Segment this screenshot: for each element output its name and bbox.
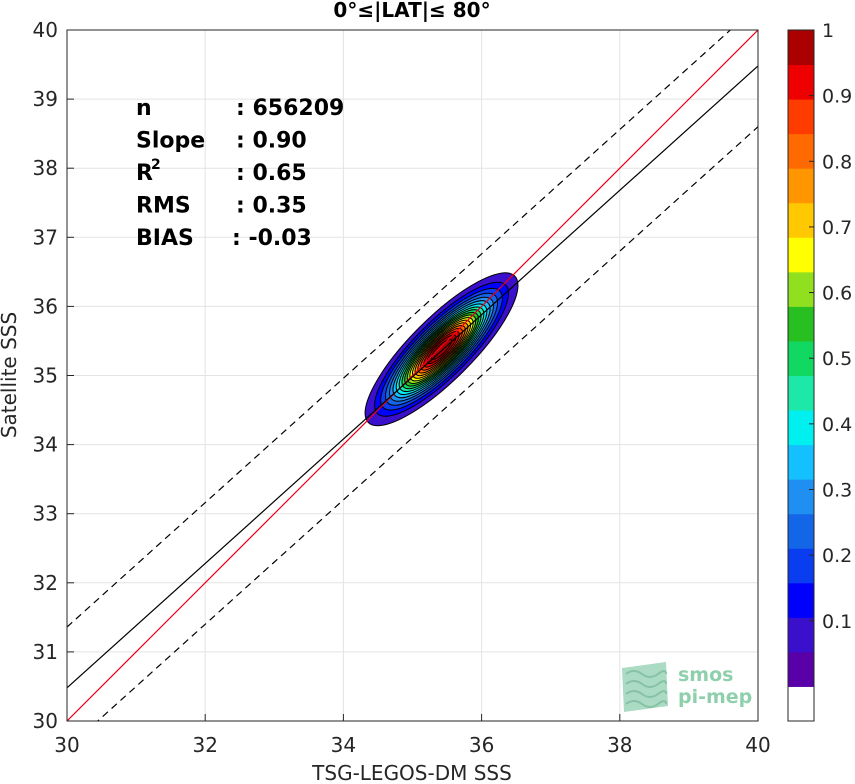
colorbar-tick-label: 0.9 [822, 86, 852, 108]
chart-title: 0°≤|LAT|≤ 80° [333, 0, 490, 22]
colorbar-ticks: 0.1 0.2 0.3 0.4 0.5 0.6 0.7 0.8 0.9 1 [809, 20, 852, 633]
colorbar-tick-label: 0.3 [822, 480, 852, 502]
x-tick-label: 34 [331, 733, 356, 757]
colorbar-tick-label: 0.7 [822, 217, 852, 239]
upper-bound-line [67, 30, 732, 628]
y-tick-label: 30 [33, 709, 58, 733]
colorbar-tick-label: 0.6 [822, 283, 852, 305]
y-tick-label: 38 [33, 156, 58, 180]
colorbar-tick-label: 0.4 [822, 414, 852, 436]
lower-bound-line [96, 126, 758, 721]
y-axis-ticks: 30 31 32 33 34 35 36 37 38 39 40 [33, 18, 74, 733]
stat-value: : 0.65 [236, 161, 307, 186]
colorbar-tick-label: 0.2 [822, 545, 852, 567]
colorbar-segment [788, 444, 814, 480]
colorbar [788, 30, 814, 722]
stat-value: : -0.03 [232, 226, 312, 251]
colorbar-segment [788, 168, 814, 204]
colorbar-tick-label: 1 [822, 20, 834, 42]
y-tick-label: 32 [33, 571, 58, 595]
y-tick-label: 37 [33, 225, 58, 249]
colorbar-segment [788, 582, 814, 618]
stat-label: Slope [136, 129, 205, 154]
colorbar-frame [787, 29, 815, 722]
stat-value: : 656209 [236, 96, 344, 121]
stat-label: n [136, 96, 152, 121]
logo-text-smos: smos [678, 664, 733, 686]
y-tick-label: 31 [33, 640, 58, 664]
x-tick-label: 36 [469, 733, 494, 757]
smos-pi-mep-logo: smos pi-mep [622, 662, 752, 712]
colorbar-segment [788, 202, 814, 238]
x-tick-label: 38 [607, 733, 632, 757]
stat-label: R [136, 161, 153, 186]
colorbar-segment [788, 99, 814, 135]
colorbar-tick-label: 0.8 [822, 151, 852, 173]
colorbar-segment [788, 617, 814, 653]
y-axis-label: Satellite SSS [0, 312, 21, 438]
density-contours [364, 272, 519, 427]
grid [66, 29, 759, 722]
colorbar-tick-label: 0.1 [822, 611, 852, 633]
y-tick-label: 34 [33, 433, 58, 457]
colorbar-segment [788, 479, 814, 515]
x-tick-label: 40 [745, 733, 770, 757]
colorbar-segment [788, 651, 814, 687]
stat-value: : 0.90 [236, 129, 307, 154]
one-to-one-line [67, 30, 758, 721]
reference-lines [67, 30, 758, 721]
y-tick-label: 33 [33, 502, 58, 526]
colorbar-segment [788, 237, 814, 273]
stat-label: BIAS [136, 226, 194, 251]
colorbar-segment [788, 513, 814, 549]
colorbar-segment [788, 271, 814, 307]
stat-label: RMS [136, 194, 191, 219]
logo-waves-icon [622, 662, 668, 712]
regression-line [67, 65, 758, 689]
x-tick-label: 32 [192, 733, 217, 757]
stats-box: n : 656209 Slope : 0.90 R2 : 0.65 RMS : 0.35 BIA… [136, 96, 344, 251]
colorbar-tick-label: 0.5 [822, 348, 852, 370]
colorbar-segment [788, 548, 814, 584]
colorbar-segment [788, 686, 814, 722]
y-tick-label: 40 [33, 18, 58, 42]
x-axis-ticks: 30 32 34 36 38 40 [54, 714, 771, 757]
logo-text-pimep: pi-mep [678, 686, 752, 708]
colorbar-segment [788, 375, 814, 411]
stat-value: : 0.35 [236, 194, 307, 219]
colorbar-segment [788, 30, 814, 66]
x-axis-label: TSG-LEGOS-DM SSS [311, 761, 512, 784]
x-tick-label: 30 [54, 733, 79, 757]
y-tick-label: 39 [33, 87, 58, 111]
colorbar-segment [788, 410, 814, 446]
y-tick-label: 35 [33, 364, 58, 388]
stat-superscript: 2 [151, 157, 161, 173]
colorbar-segment [788, 306, 814, 342]
colorbar-segment [788, 64, 814, 100]
colorbar-segment [788, 133, 814, 169]
y-tick-label: 36 [33, 294, 58, 318]
